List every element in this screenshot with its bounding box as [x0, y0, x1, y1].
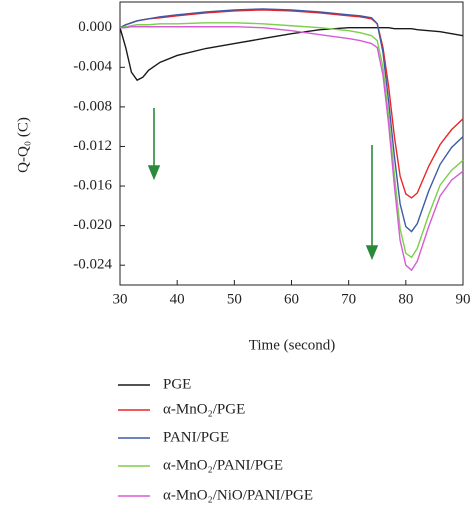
x-tick-label: 30	[113, 291, 128, 307]
series-line	[120, 26, 464, 272]
legend-label: α-MnO₂/PGE	[163, 401, 245, 417]
series-line	[119, 8, 464, 233]
y-axis-label: Q-Q₀ (C)	[15, 117, 31, 173]
x-tick-label: 80	[398, 291, 413, 307]
y-tick-label: -0.004	[73, 59, 112, 75]
x-axis-label: Time (second)	[249, 337, 336, 353]
plot-frame	[119, 1, 464, 286]
legend-label: PANI/PGE	[163, 429, 229, 445]
x-tick-label: 60	[284, 291, 299, 307]
y-tick-label: 0.000	[78, 19, 112, 35]
y-tick-label: -0.008	[73, 98, 112, 114]
y-tick-label: -0.024	[73, 257, 112, 273]
series-line	[119, 22, 464, 259]
x-tick-label: 40	[170, 291, 185, 307]
legend-label: α-MnO₂/PANI/PGE	[163, 457, 283, 473]
y-tick-label: -0.020	[73, 217, 112, 233]
x-tick-label: 90	[456, 291, 471, 307]
arrow-head	[365, 245, 379, 261]
legend-label: α-MnO₂/NiO/PANI/PGE	[163, 487, 313, 503]
series-line	[119, 27, 464, 82]
x-tick-label: 50	[227, 291, 242, 307]
arrow-head	[147, 165, 161, 181]
y-tick-label: -0.016	[73, 177, 112, 193]
y-tick-label: -0.012	[73, 138, 112, 154]
series-line	[119, 9, 464, 199]
x-tick-label: 70	[341, 291, 356, 307]
legend-label: PGE	[163, 376, 191, 392]
annotation-arrows	[147, 108, 379, 261]
